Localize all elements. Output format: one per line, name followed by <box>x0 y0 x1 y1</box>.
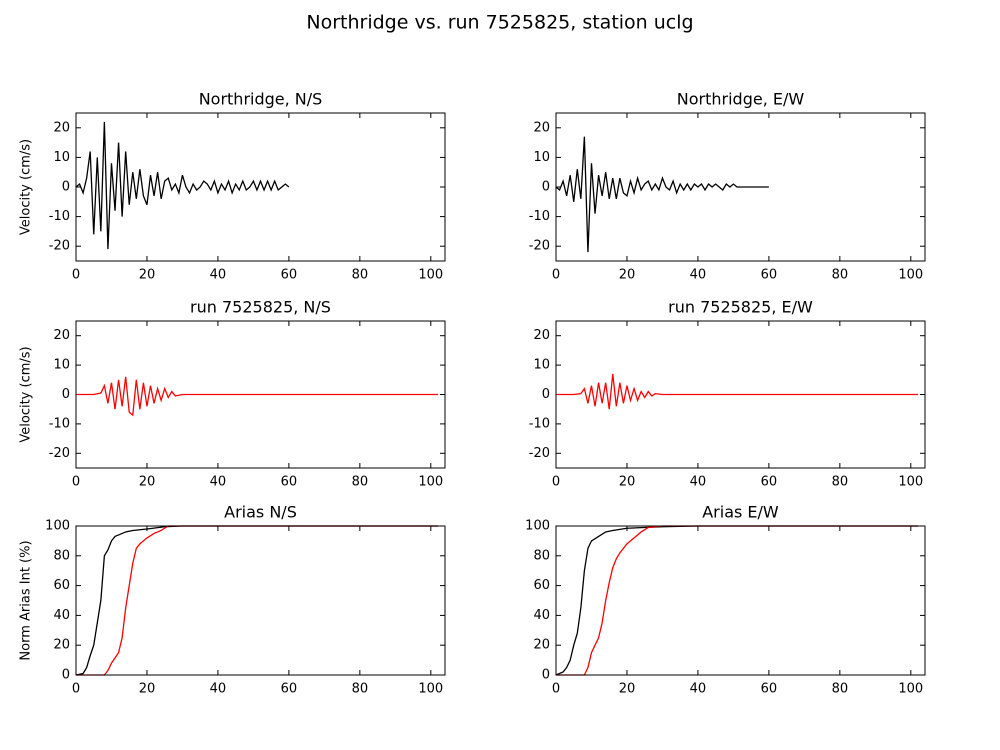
x-tick-label: 0 <box>552 682 560 697</box>
x-tick-label: 100 <box>898 682 923 697</box>
y-tick-label: 60 <box>53 578 70 593</box>
axes-frame <box>555 320 926 469</box>
y-tick-label: -20 <box>49 239 70 254</box>
y-tick-label: 0 <box>542 668 550 683</box>
series-line <box>556 525 918 676</box>
series-line <box>75 525 438 676</box>
y-tick-label: 10 <box>53 358 70 373</box>
x-tick-label: 100 <box>898 268 923 283</box>
figure-title: Northridge vs. run 7525825, station uclg <box>306 12 693 34</box>
series-line <box>555 136 769 253</box>
series-line <box>555 525 918 676</box>
y-tick-label: 10 <box>53 150 70 165</box>
x-tick-label: 60 <box>761 475 778 490</box>
y-tick-label: -20 <box>529 446 550 461</box>
x-tick-label: 100 <box>418 475 443 490</box>
y-tick-label: 0 <box>62 668 70 683</box>
x-tick-label: 60 <box>761 682 778 697</box>
y-tick-label: 10 <box>533 358 550 373</box>
y-tick-label: 100 <box>525 519 550 534</box>
y-tick-label: -10 <box>49 209 70 224</box>
y-tick-label: 40 <box>53 608 70 623</box>
x-tick-label: 0 <box>552 268 560 283</box>
x-tick-label: 0 <box>72 475 80 490</box>
y-tick-label: 0 <box>542 180 550 195</box>
x-tick-label: 40 <box>210 682 227 697</box>
x-tick-label: 60 <box>281 475 298 490</box>
x-tick-label: 20 <box>619 268 636 283</box>
y-tick-label: 100 <box>45 519 70 534</box>
y-tick-label: 20 <box>533 638 550 653</box>
y-tick-label: 0 <box>62 180 70 195</box>
y-tick-label: -20 <box>49 446 70 461</box>
y-tick-label: 80 <box>53 548 70 563</box>
y-tick-label: 60 <box>533 578 550 593</box>
x-tick-label: 80 <box>832 682 849 697</box>
y-tick-label: 80 <box>533 548 550 563</box>
x-tick-label: 100 <box>898 475 923 490</box>
y-tick-label: 0 <box>542 387 550 402</box>
series-line <box>76 525 438 676</box>
x-tick-label: 80 <box>832 475 849 490</box>
axes-frame <box>555 112 926 262</box>
y-tick-label: 40 <box>533 608 550 623</box>
axes-frame <box>555 525 926 676</box>
x-tick-label: 40 <box>690 268 707 283</box>
y-tick-label: -10 <box>529 416 550 431</box>
x-tick-label: 40 <box>690 475 707 490</box>
series-line <box>556 373 918 410</box>
y-axis-label: Norm Arias Int (%) <box>19 540 34 660</box>
y-tick-label: -20 <box>529 239 550 254</box>
x-tick-label: 40 <box>210 475 227 490</box>
x-tick-label: 80 <box>832 268 849 283</box>
axes-title: Northridge, E/W <box>677 90 805 109</box>
y-tick-label: 0 <box>62 387 70 402</box>
axes-title: Arias E/W <box>702 503 779 522</box>
x-tick-label: 0 <box>552 475 560 490</box>
series-line <box>75 121 290 250</box>
x-tick-label: 40 <box>210 268 227 283</box>
y-tick-label: -10 <box>529 209 550 224</box>
x-tick-label: 0 <box>72 682 80 697</box>
x-tick-label: 60 <box>281 682 298 697</box>
x-tick-label: 20 <box>139 475 156 490</box>
y-axis-label: Velocity (cm/s) <box>19 139 34 235</box>
y-tick-label: -10 <box>49 416 70 431</box>
y-tick-label: 10 <box>533 150 550 165</box>
x-tick-label: 80 <box>352 475 369 490</box>
y-tick-label: 20 <box>53 638 70 653</box>
x-tick-label: 60 <box>761 268 778 283</box>
axes-title: run 7525825, N/S <box>190 298 331 317</box>
axes-frame <box>75 112 446 262</box>
y-tick-label: 20 <box>53 120 70 135</box>
x-tick-label: 20 <box>139 682 156 697</box>
x-tick-label: 20 <box>139 268 156 283</box>
y-tick-label: 20 <box>53 328 70 343</box>
x-tick-label: 40 <box>690 682 707 697</box>
x-tick-label: 20 <box>619 475 636 490</box>
series-line <box>76 376 438 417</box>
y-tick-label: 20 <box>533 120 550 135</box>
axes-frame <box>75 525 446 676</box>
x-tick-label: 60 <box>281 268 298 283</box>
axes-title: Northridge, N/S <box>199 90 323 109</box>
axes-title: Arias N/S <box>224 503 297 522</box>
x-tick-label: 0 <box>72 268 80 283</box>
x-tick-label: 20 <box>619 682 636 697</box>
y-tick-label: 20 <box>533 328 550 343</box>
x-tick-label: 100 <box>418 268 443 283</box>
x-tick-label: 100 <box>418 682 443 697</box>
axes-title: run 7525825, E/W <box>668 298 813 317</box>
y-axis-label: Velocity (cm/s) <box>19 346 34 442</box>
axes-frame <box>75 320 446 469</box>
x-tick-label: 80 <box>352 682 369 697</box>
x-tick-label: 80 <box>352 268 369 283</box>
